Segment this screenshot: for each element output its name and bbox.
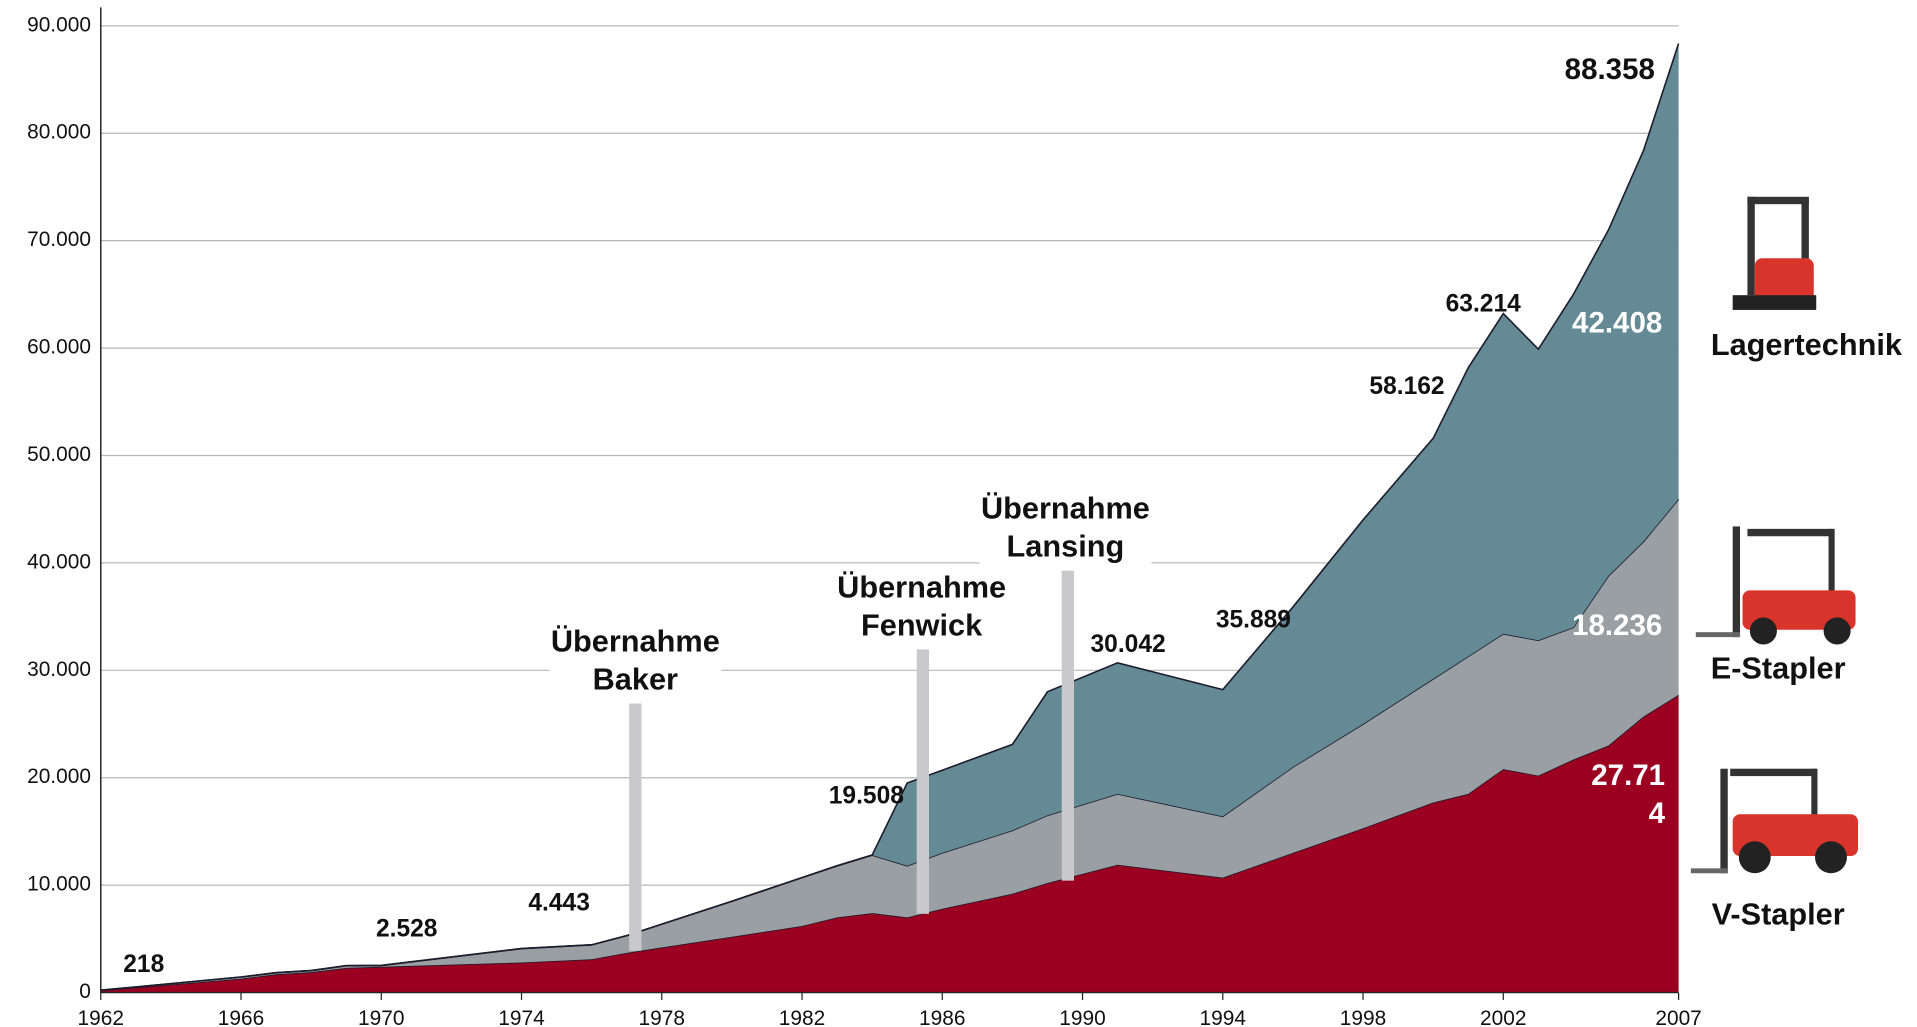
event-label-bg [835,568,1008,650]
annotation: 35.889 [1216,607,1291,634]
y-tick-label: 30.000 [27,658,91,681]
annotation: 4 [1649,797,1666,830]
event-label-bg [549,622,722,704]
x-tick-label: 1962 [78,1007,124,1027]
grid [100,25,1679,886]
area [100,694,1679,993]
x-tick-label: 1978 [639,1007,685,1027]
event-label: Übernahme [837,569,1006,604]
area [100,498,1679,991]
event-label: Baker [593,662,678,697]
area [100,43,1679,991]
x-tick-label: 1974 [498,1007,544,1027]
event-label: Fenwick [861,607,983,642]
annotation: 30.042 [1091,631,1166,658]
annotation: 18.236 [1572,609,1662,642]
event-bar [1061,568,1075,881]
icon-e-stapler [1695,526,1856,645]
event-label: Übernahme [551,623,720,658]
event-label: Übernahme [981,491,1150,526]
legend-label: V-Stapler [1712,896,1845,931]
x-tick-label: 1994 [1200,1007,1246,1027]
icon-v-stapler [1690,768,1859,874]
annotation: 218 [123,951,164,978]
y-tick-label: 10.000 [27,873,91,896]
legend-label: Lagertechnik [1711,327,1903,362]
y-tick-label: 90.000 [27,13,91,36]
x-tick-label: 1998 [1340,1007,1386,1027]
x-tick-label: 1986 [919,1007,965,1027]
y-tick-label: 40.000 [27,550,91,573]
x-tick-label: 1970 [358,1007,404,1027]
y-tick-label: 0 [79,980,91,1003]
annotation: 63.214 [1446,291,1521,318]
y-tick-label: 20.000 [27,765,91,788]
event-bar [629,694,642,951]
annotation: 19.508 [829,782,904,809]
annotation: 88.358 [1565,53,1655,86]
icon-lagertechnik [1732,196,1817,310]
area-edge [100,43,1680,992]
event-label-bg [979,489,1152,571]
annotation: 42.408 [1572,306,1662,339]
y-tick-label: 70.000 [27,228,91,251]
y-tick-label: 80.000 [27,121,91,144]
annotation: 4.443 [528,889,589,916]
annotation: 58.162 [1369,373,1444,400]
x-tick-label: 1982 [779,1007,825,1027]
event-label: Lansing [1007,529,1125,564]
event-bar [916,645,930,914]
y-tick-label: 50.000 [27,443,91,466]
x-tick-label: 2007 [1655,1007,1701,1027]
y-tick-label: 60.000 [27,336,91,359]
x-tick-label: 1966 [218,1007,264,1027]
x-tick-label: 2002 [1480,1007,1526,1027]
annotation: 27.71 [1591,759,1665,792]
annotation: 2.528 [376,915,437,942]
x-tick-label: 1990 [1059,1007,1105,1027]
forklift-icons [1690,196,1859,874]
legend-label: E-Stapler [1711,650,1846,685]
